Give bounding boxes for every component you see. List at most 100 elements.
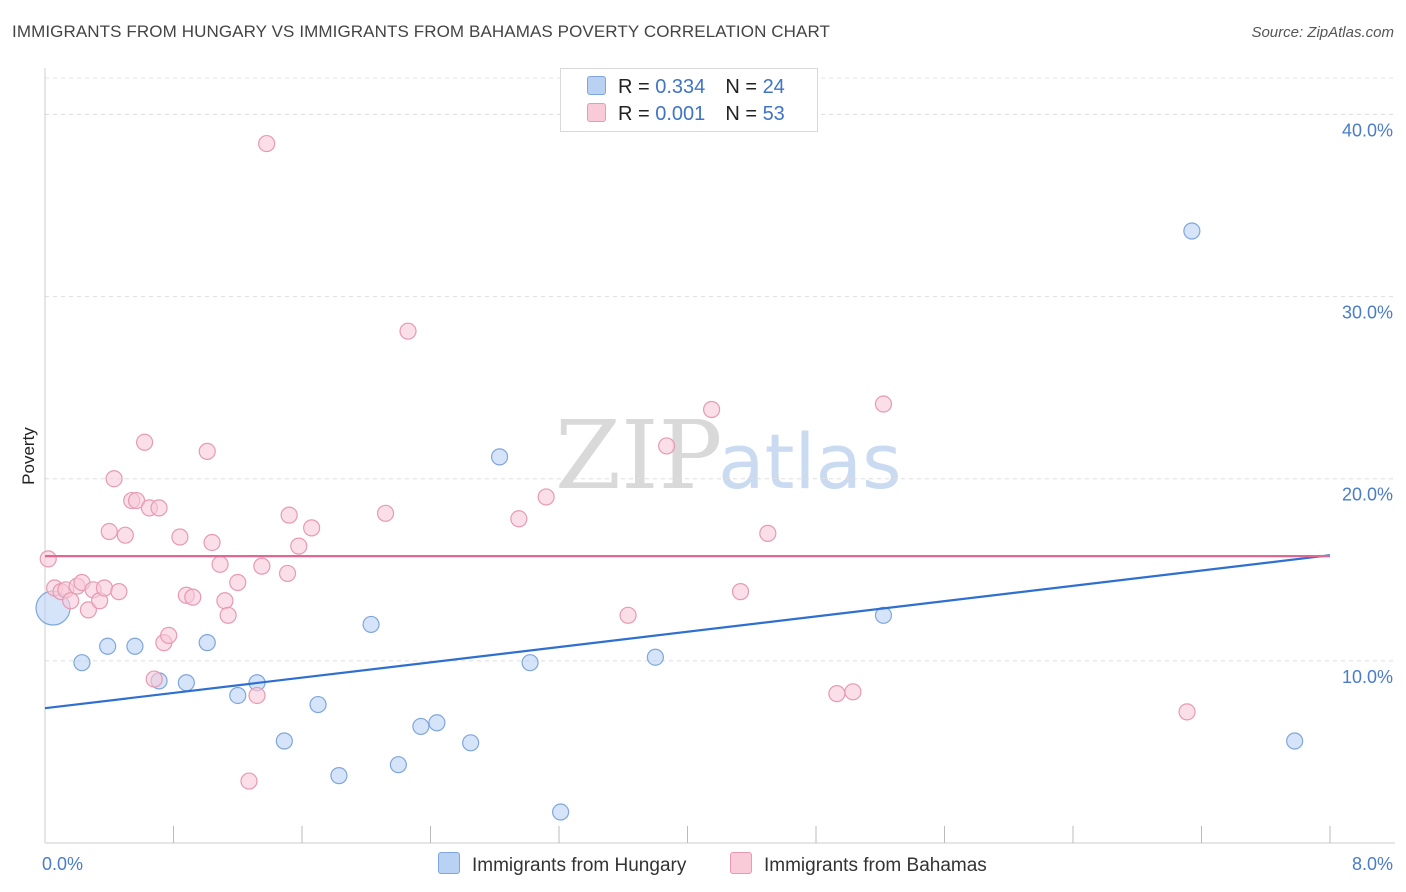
hungary-point xyxy=(1183,222,1201,240)
r-value-hungary: 0.334 xyxy=(655,76,706,98)
hungary-point xyxy=(646,648,664,666)
bottom-legend-swatch-bahamas xyxy=(730,852,752,874)
hungary-point xyxy=(177,674,195,692)
y-tick-label: 30.0% xyxy=(1342,303,1393,323)
bahamas-point xyxy=(874,395,893,413)
y-tick-label: 10.0% xyxy=(1342,667,1393,687)
bahamas-point xyxy=(127,491,146,510)
hungary-point xyxy=(99,637,117,655)
hungary-point xyxy=(126,637,144,655)
hungary-point xyxy=(490,448,509,466)
bahamas-point xyxy=(702,400,721,419)
x-tick-label: 8.0% xyxy=(1352,854,1393,874)
bahamas-point xyxy=(828,685,846,703)
bahamas-point xyxy=(150,499,168,517)
bahamas-point xyxy=(211,555,229,573)
hungary-point xyxy=(275,732,293,750)
bahamas-point xyxy=(219,606,237,624)
n-value-bahamas: 53 xyxy=(762,103,785,125)
legend-row-hungary: R = 0.334 N = 24 xyxy=(587,76,785,100)
bottom-legend-hungary: Immigrants from Hungary xyxy=(438,852,686,877)
legend-swatch-bahamas xyxy=(587,103,606,122)
trend-lines xyxy=(44,554,1331,710)
r-label: R = xyxy=(618,76,656,98)
bottom-legend-bahamas: Immigrants from Bahamas xyxy=(730,852,987,877)
n-value-hungary: 24 xyxy=(762,76,785,98)
bahamas-point xyxy=(160,626,178,644)
r-value-bahamas: 0.001 xyxy=(655,103,706,125)
bahamas-point xyxy=(229,573,247,592)
bahamas-point xyxy=(39,550,57,568)
bottom-legend-label-bahamas: Immigrants from Bahamas xyxy=(764,855,987,876)
bahamas-point xyxy=(248,686,266,705)
bahamas-point xyxy=(171,528,189,546)
bahamas-point xyxy=(258,134,276,153)
x-tick-label: 0.0% xyxy=(42,854,83,874)
r-label: R = xyxy=(618,103,656,125)
bahamas-point xyxy=(619,606,637,624)
y-axis-label: Poverty xyxy=(19,427,38,485)
gridlines xyxy=(45,77,1395,662)
bottom-legend-swatch-hungary xyxy=(438,852,460,874)
bahamas-point xyxy=(110,583,128,601)
hungary-point xyxy=(552,803,570,821)
hungary-point xyxy=(229,686,247,705)
bahamas-point xyxy=(184,588,202,606)
bahamas-point xyxy=(280,506,298,524)
bahamas-point xyxy=(253,557,271,575)
source-credit: Source: ZipAtlas.com xyxy=(1251,24,1394,41)
legend-swatch-hungary xyxy=(587,76,606,95)
stats-legend: R = 0.334 N = 24 R = 0.001 N = 53 xyxy=(560,68,818,132)
bahamas-point xyxy=(62,592,80,610)
bahamas-point xyxy=(290,537,308,555)
bahamas-point xyxy=(145,670,163,688)
watermark: ZIP atlas xyxy=(555,401,902,511)
watermark-zip: ZIP xyxy=(555,401,722,511)
bahamas-point xyxy=(116,526,134,544)
bahamas-point xyxy=(399,322,417,340)
axes xyxy=(44,68,1395,844)
bahamas-point xyxy=(510,510,528,528)
bahamas-point xyxy=(105,470,123,488)
bahamas-point xyxy=(240,772,258,790)
bahamas-point xyxy=(376,504,395,522)
bahamas-point xyxy=(658,437,676,455)
watermark-atlas: atlas xyxy=(718,417,902,506)
chart-title: IMMIGRANTS FROM HUNGARY VS IMMIGRANTS FR… xyxy=(12,22,831,41)
hungary-point xyxy=(309,695,327,714)
hungary-point xyxy=(73,654,91,672)
bahamas-point xyxy=(303,519,321,537)
n-label: N = xyxy=(725,103,763,125)
bahamas-point xyxy=(278,564,297,583)
bottom-legend-label-hungary: Immigrants from Hungary xyxy=(472,855,687,876)
bahamas-point xyxy=(95,579,114,597)
hungary-point xyxy=(1286,732,1304,750)
bahamas-point xyxy=(844,683,862,701)
legend-row-bahamas: R = 0.001 N = 53 xyxy=(587,103,785,127)
hungary-trend-line xyxy=(44,554,1331,710)
y-tick-label: 20.0% xyxy=(1342,485,1393,505)
hungary-point xyxy=(362,615,380,634)
hungary-point xyxy=(198,634,216,652)
hungary-point xyxy=(428,714,446,732)
bahamas-point xyxy=(198,442,216,460)
bahamas-point xyxy=(100,522,118,541)
axis-labels: 10.0% 20.0% 30.0% 40.0% 0.0% 8.0% Poverty xyxy=(19,120,1393,874)
bahamas-point xyxy=(731,583,750,601)
bahamas-point xyxy=(1178,703,1196,721)
bahamas-point xyxy=(216,592,234,610)
bahamas-point xyxy=(79,601,97,619)
hungary-point xyxy=(389,756,407,774)
bahamas-point xyxy=(537,488,555,506)
bahamas-point xyxy=(135,433,154,451)
bahamas-point xyxy=(203,533,221,552)
bahamas-point xyxy=(759,524,777,542)
hungary-point xyxy=(330,767,348,785)
n-label: N = xyxy=(725,76,763,98)
data-points xyxy=(35,134,1304,821)
hungary-point xyxy=(521,654,539,672)
hungary-point xyxy=(412,717,430,736)
y-tick-label: 40.0% xyxy=(1342,120,1393,140)
hungary-point xyxy=(462,734,480,752)
